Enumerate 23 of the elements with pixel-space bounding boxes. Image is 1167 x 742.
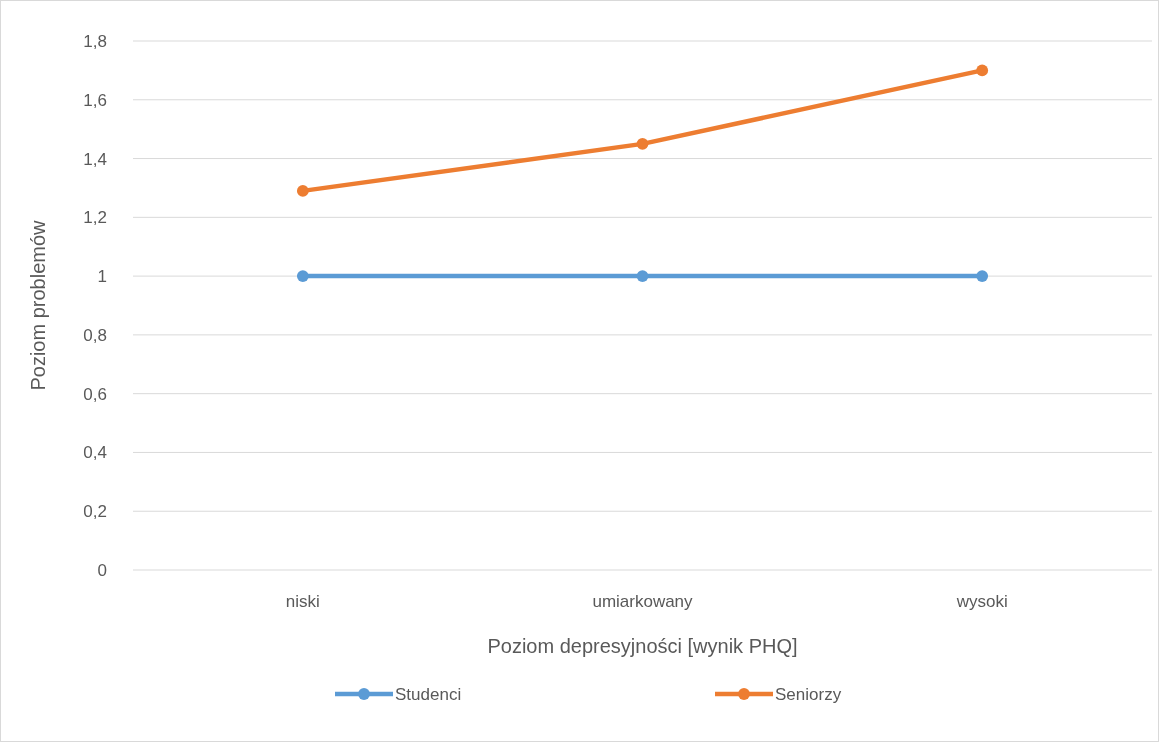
y-tick-label: 0,8 (83, 325, 107, 345)
y-tick-label: 1,8 (83, 31, 107, 51)
x-tick-label: niski (285, 592, 320, 611)
y-tick-label: 1,4 (83, 149, 107, 169)
point (296, 184, 309, 197)
point (296, 270, 309, 283)
point (636, 270, 649, 283)
legend-label: Studenci (395, 684, 462, 704)
y-axis-title: Poziom problemów (27, 219, 49, 391)
y-tick-label: 1,6 (83, 90, 107, 110)
y-tick-label: 0,2 (83, 502, 107, 522)
y-tick-label: 0 (97, 560, 107, 580)
x-tick-label: wysoki (955, 592, 1008, 611)
x-axis-title: Poziom depresyjności [wynik PHQ] (487, 635, 798, 657)
legend-label: Seniorzy (775, 684, 842, 704)
x-tick-label: umiarkowany (592, 592, 694, 611)
point (976, 270, 989, 283)
y-tick-label: 0,6 (83, 384, 107, 404)
y-tick-label: 0,4 (83, 443, 107, 463)
point (636, 137, 649, 150)
y-tick-label: 1,2 (83, 208, 107, 228)
point (976, 64, 989, 77)
y-tick-label: 1 (97, 267, 107, 287)
